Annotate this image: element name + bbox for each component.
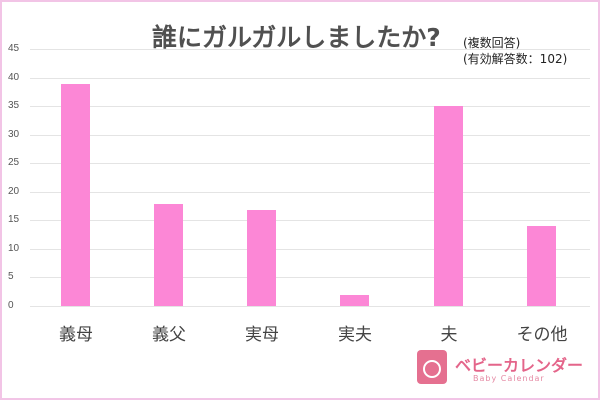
y-tick-label: 45 [8,43,20,54]
bar-gifu [154,204,183,306]
y-tick-label: 40 [8,72,20,83]
bar-gibo [61,84,90,306]
x-category-label: 実母 [245,325,279,345]
baby-calendar-logo: ベビーカレンダー Baby Calendar [417,350,583,394]
bar-jitsufu [340,295,369,306]
baby-icon [423,360,441,378]
chart-title: 誰にガルガルしましたか? [152,23,441,52]
y-tick-label: 20 [8,186,20,197]
x-category-label: 義母 [59,325,93,345]
gridline-40 [30,78,590,79]
multiple-answer-note: (複数回答) [463,36,521,50]
x-category-label: 義父 [152,325,186,345]
x-category-label: その他 [516,325,568,345]
calendar-icon [417,350,447,384]
bar-jitsubo [247,210,276,306]
gridline-0 [30,306,590,307]
gridline-10 [30,249,590,250]
logo-subtext: Baby Calendar [473,374,545,383]
gridline-5 [30,277,590,278]
x-category-label: 実夫 [338,325,372,345]
gridline-45 [30,49,590,50]
y-tick-label: 10 [8,243,20,254]
gridline-20 [30,192,590,193]
bar-otto [434,106,463,306]
y-tick-label: 35 [8,100,20,111]
valid-response-count-note: (有効解答数：102) [463,52,568,66]
bar-sonota [527,226,556,306]
y-tick-label: 0 [8,300,14,311]
y-tick-label: 15 [8,214,20,225]
y-tick-label: 25 [8,157,20,168]
gridline-35 [30,106,590,107]
gridline-30 [30,135,590,136]
x-category-label: 夫 [440,325,458,345]
y-tick-label: 30 [8,129,20,140]
logo-text: ベビーカレンダー [455,356,584,375]
gridline-15 [30,220,590,221]
y-tick-label: 5 [8,271,14,282]
gridline-25 [30,163,590,164]
